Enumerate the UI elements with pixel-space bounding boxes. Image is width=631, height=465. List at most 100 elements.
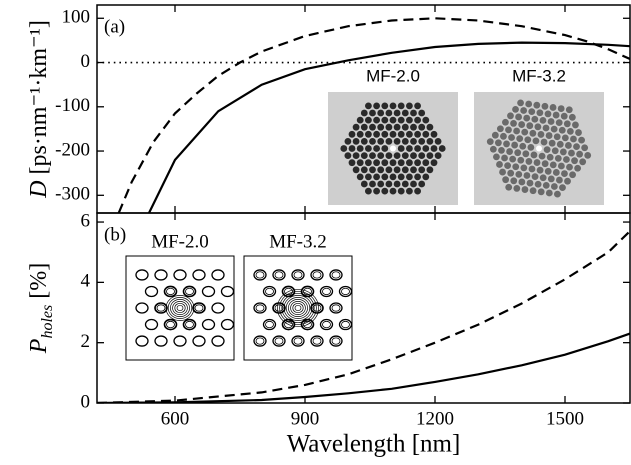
air-hole [559,184,566,192]
hole-contour [173,335,187,347]
air-hole [548,139,556,147]
air-hole [365,187,372,195]
air-hole [534,180,542,188]
x-tick-label: 1500 [546,408,584,429]
air-hole [418,166,426,174]
air-hole [373,116,380,124]
y-axis-label: D [ps·nm⁻¹·km⁻¹] [26,20,52,199]
air-hole [519,142,527,150]
air-hole [385,152,393,160]
air-hole [539,174,547,182]
air-hole [352,152,360,160]
air-hole [576,150,584,158]
air-hole [512,163,520,171]
air-hole [381,173,389,181]
air-hole [506,148,513,155]
air-hole [369,109,376,117]
y-label-symbol: P [26,338,52,354]
air-hole [566,127,574,135]
air-hole [393,123,401,131]
air-hole [393,180,401,188]
hole-contour [341,320,350,329]
y-tick-label: 0 [81,51,91,72]
mode-contour [279,291,317,325]
air-hole [410,180,417,188]
air-hole [578,136,585,144]
air-hole [430,130,438,138]
air-hole [575,129,582,136]
hole-contour [310,269,324,281]
mode-contour [165,295,195,321]
air-hole [410,109,417,117]
air-hole [515,170,523,178]
air-hole [561,170,568,177]
air-hole [510,120,517,127]
air-hole [532,137,540,145]
air-hole [385,109,393,117]
air-hole [360,123,368,131]
air-hole [569,171,576,179]
air-hole [414,173,421,181]
hole-contour [211,302,225,314]
air-hole [568,113,576,121]
air-hole [540,138,548,146]
hole-contour [144,285,159,298]
mode-contour [172,300,188,316]
air-hole [496,161,503,168]
air-hole [369,180,376,188]
air-hole [530,151,538,159]
air-hole [504,162,512,170]
air-hole [502,176,510,184]
hole-contour [154,269,168,281]
hole-contour [310,335,324,347]
air-hole [389,130,397,138]
air-hole [426,137,434,145]
air-hole [373,102,380,110]
air-hole [414,102,421,110]
air-hole [545,189,553,197]
air-hole [515,113,522,121]
air-hole [397,102,405,110]
hole-contour [220,318,235,331]
mode-contour [290,300,306,316]
hole-contour [262,285,277,298]
air-hole [486,138,494,146]
hole-contour [255,271,265,279]
air-hole [542,181,550,189]
y-label-symbol: D [26,181,52,199]
air-hole [381,116,389,124]
air-hole [491,131,499,139]
hole-contour [303,320,312,329]
contour-inset [243,255,353,361]
hole-contour [211,269,225,281]
air-hole [554,190,561,198]
air-hole [434,152,442,160]
air-hole [517,99,524,107]
air-hole [360,166,368,174]
air-hole [410,137,417,145]
air-hole [507,169,515,177]
air-hole [550,183,558,190]
mode-contour [281,293,315,323]
hole-contour [329,302,343,314]
air-hole [498,146,505,154]
air-hole [549,104,557,111]
inset-label: MF-3.2 [512,66,566,85]
air-hole [547,118,555,125]
air-hole [438,145,446,152]
data-line [148,41,630,213]
air-hole [544,167,552,175]
hole-contour [135,302,149,314]
air-hole [539,116,547,124]
inset-label: MF-2.0 [366,66,420,85]
y-label-unit: [%] [26,263,52,305]
hole-contour [166,287,175,296]
air-hole [377,137,385,145]
panel-label: (b) [104,224,126,245]
air-hole [414,130,421,138]
hole-contour [284,287,293,296]
air-hole [541,102,549,110]
plot-frame [96,212,631,404]
air-hole [377,152,385,160]
